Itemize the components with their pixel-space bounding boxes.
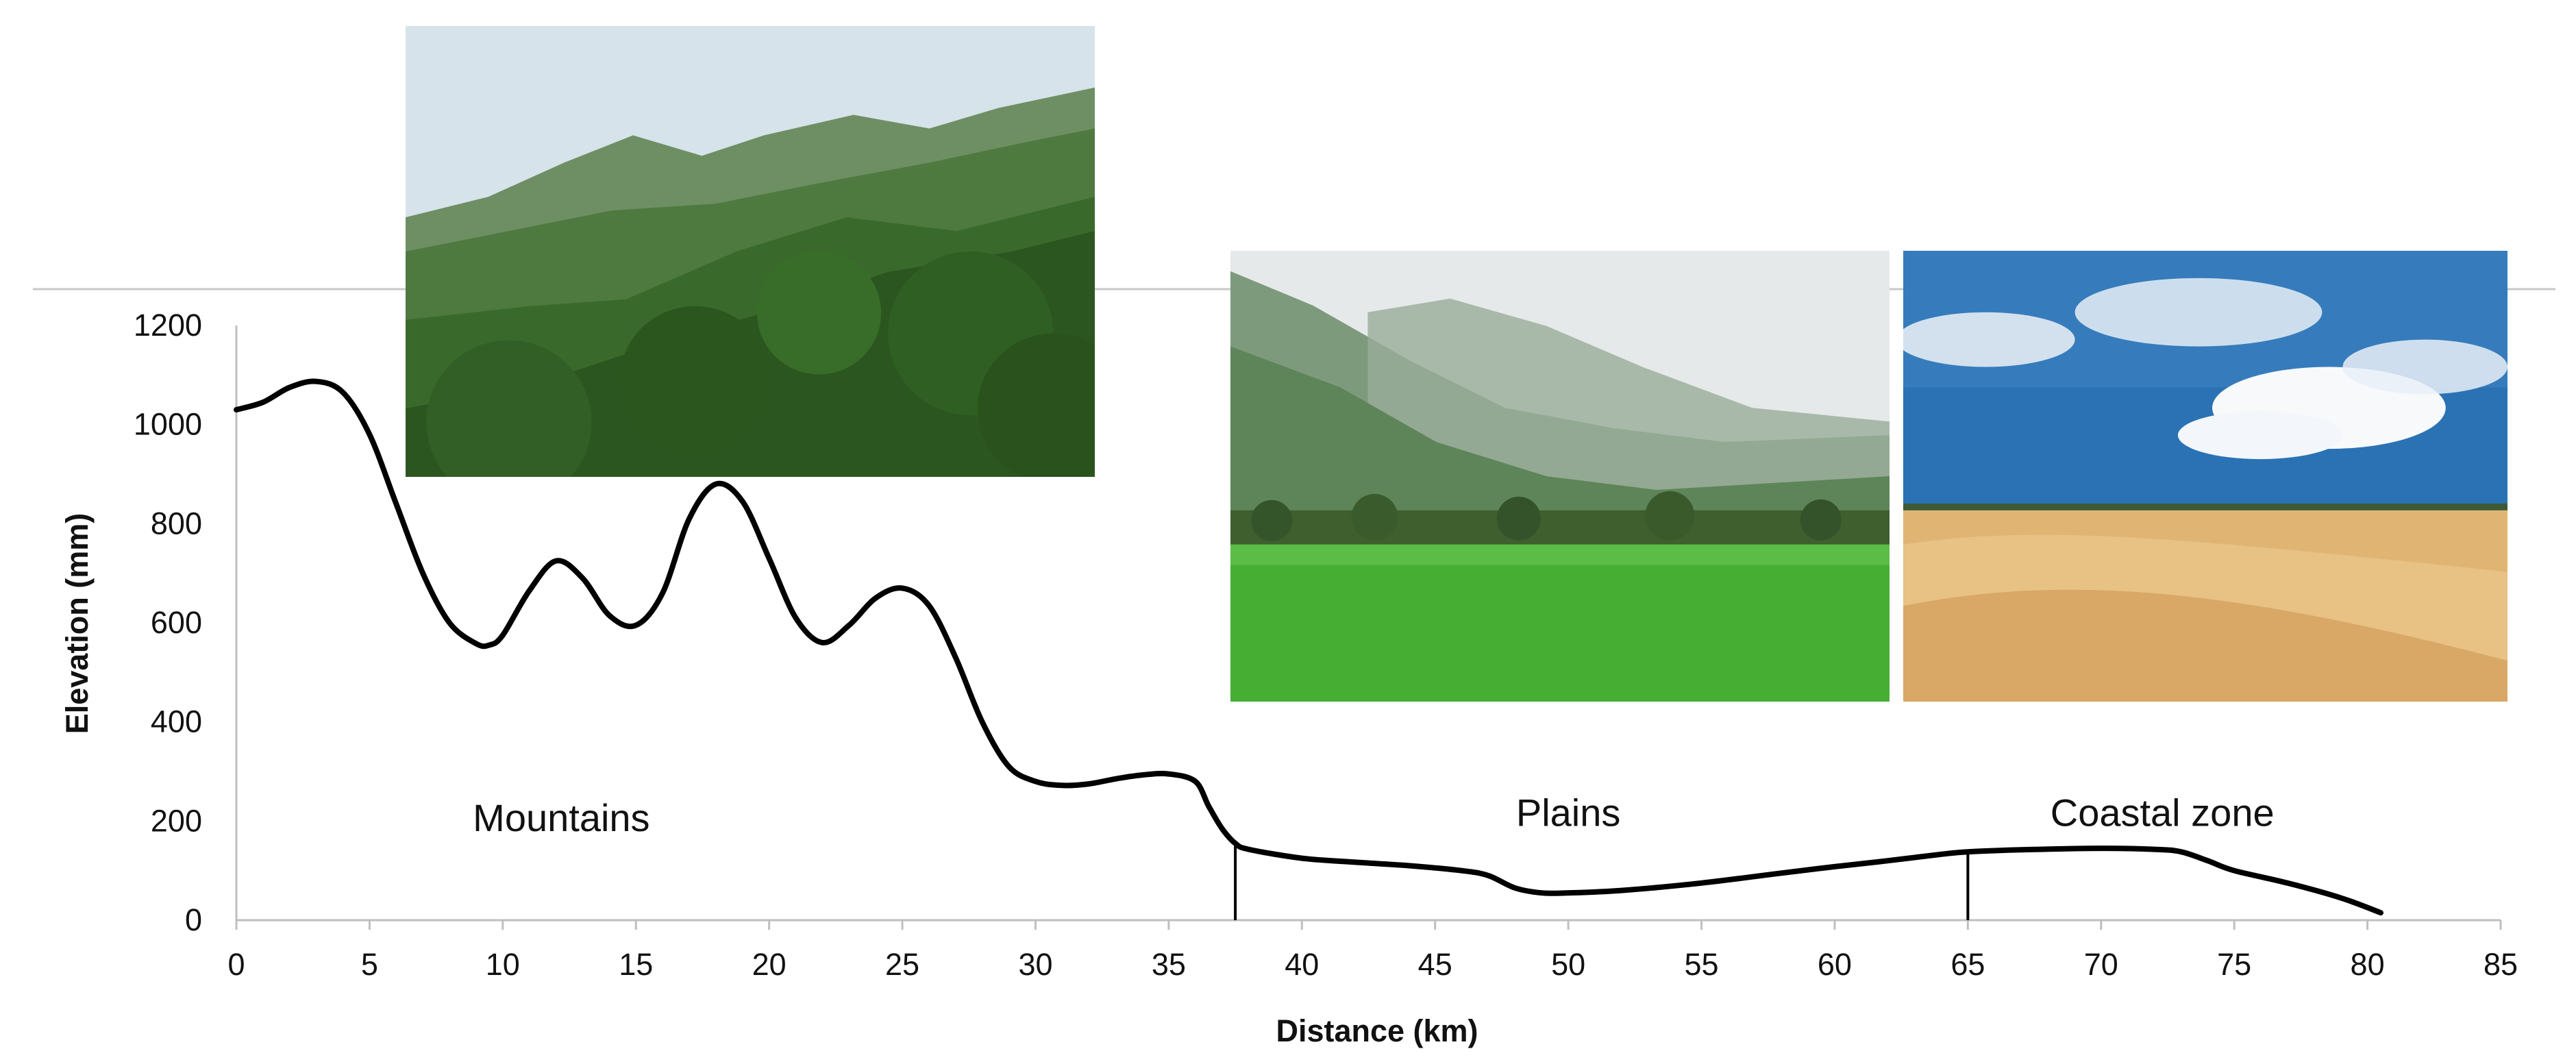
x-tick-label: 50 — [1551, 947, 1585, 982]
x-tick-label: 45 — [1418, 947, 1452, 982]
x-tick-label: 0 — [227, 947, 245, 982]
x-tick-label: 60 — [1818, 947, 1852, 982]
plains-photo — [1230, 251, 1890, 702]
zone-labels: Mountains Plains Coastal zone — [473, 791, 2274, 839]
x-ticks: 0 5 10 15 20 25 30 35 40 45 50 55 60 65 70 75 80 85 — [227, 920, 2518, 982]
y-axis-title: Elevation (mm) — [60, 513, 95, 734]
zone-label: Plains — [1516, 791, 1621, 835]
x-tick-label: 65 — [1950, 947, 1985, 982]
x-tick-label: 40 — [1285, 947, 1319, 982]
coastal-photo — [1903, 251, 2507, 702]
x-tick-label: 55 — [1684, 947, 1718, 982]
x-axis: 0 5 10 15 20 25 30 35 40 45 50 55 60 65 70 75 80 85 — [227, 919, 2518, 982]
y-ticks: 0 200 400 600 800 1000 1200 — [134, 308, 202, 937]
x-tick-label: 70 — [2084, 947, 2118, 982]
x-tick-label: 35 — [1152, 947, 1186, 982]
mountains-photo — [406, 26, 1095, 477]
y-tick-label: 400 — [151, 704, 202, 739]
x-tick-label: 25 — [885, 947, 919, 982]
x-tick-label: 15 — [619, 947, 653, 982]
elevation-line — [234, 378, 2383, 916]
x-tick-label: 75 — [2217, 947, 2251, 982]
y-tick-label: 600 — [151, 605, 202, 640]
x-tick-label: 10 — [486, 947, 520, 982]
y-tick-label: 1200 — [134, 308, 202, 343]
y-tick-label: 1000 — [134, 407, 202, 442]
x-tick-label: 5 — [361, 947, 378, 982]
plains-photo-image — [1230, 251, 1890, 702]
x-tick-label: 85 — [2484, 947, 2518, 982]
y-axis: 0 200 400 600 800 1000 1200 — [134, 308, 238, 937]
y-tick-label: 200 — [151, 803, 202, 838]
y-tick-label: 800 — [151, 506, 202, 541]
x-tick-label: 80 — [2351, 947, 2385, 982]
zone-label: Mountains — [473, 796, 649, 839]
y-tick-label: 0 — [185, 902, 202, 937]
x-tick-label: 20 — [752, 947, 787, 982]
zone-boundaries — [1234, 843, 1970, 920]
zone-label: Coastal zone — [2051, 791, 2275, 835]
x-tick-label: 30 — [1018, 947, 1052, 982]
coastal-photo-image — [1903, 251, 2507, 702]
mountains-photo-image — [406, 26, 1095, 477]
x-axis-title: Distance (km) — [1276, 1013, 1478, 1048]
